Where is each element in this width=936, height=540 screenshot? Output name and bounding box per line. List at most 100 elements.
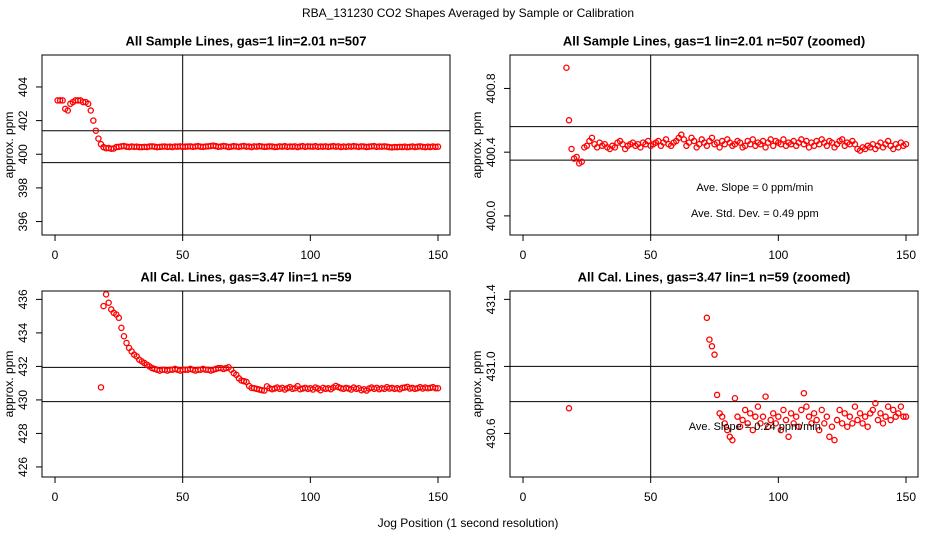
x-tick-label: 100 xyxy=(300,248,320,262)
data-point xyxy=(785,433,792,441)
x-tick-label: 50 xyxy=(176,248,190,262)
data-point xyxy=(662,136,670,143)
data-point xyxy=(823,142,831,150)
data-point xyxy=(854,416,861,424)
data-point xyxy=(823,413,831,420)
x-tick-label: 0 xyxy=(52,248,59,262)
data-point xyxy=(851,403,859,410)
data-point xyxy=(736,139,744,146)
y-tick-label: 432 xyxy=(16,356,30,376)
x-axis-label: Jog Position (1 second resolution) xyxy=(378,516,559,530)
data-point xyxy=(734,413,741,420)
points xyxy=(565,314,910,444)
annotation: Ave. Std. Dev. = 0.49 ppm xyxy=(691,208,819,220)
y-axis-label: approx. ppm xyxy=(470,351,484,418)
data-point xyxy=(874,416,882,424)
data-point xyxy=(800,389,808,397)
data-point xyxy=(637,144,644,151)
data-point xyxy=(895,410,902,417)
panel-title: All Sample Lines, gas=1 lin=2.01 n=507 (… xyxy=(563,33,865,48)
data-point xyxy=(718,413,726,420)
data-point xyxy=(884,137,892,145)
data-point xyxy=(588,134,596,142)
data-point xyxy=(780,406,787,414)
y-tick-label: 431.4 xyxy=(484,284,498,314)
data-point xyxy=(721,420,728,427)
data-point xyxy=(87,107,95,114)
data-point xyxy=(790,420,797,427)
data-point xyxy=(706,336,713,343)
data-point xyxy=(759,413,767,420)
data-point xyxy=(95,135,102,142)
data-point xyxy=(563,64,570,71)
data-point xyxy=(889,406,897,414)
data-point xyxy=(769,410,777,417)
data-point xyxy=(803,403,810,410)
x-tick-label: 150 xyxy=(428,490,448,504)
data-point xyxy=(769,142,777,150)
data-point xyxy=(729,436,736,444)
data-point xyxy=(805,413,813,420)
y-tick-label: 400.8 xyxy=(484,73,498,103)
data-point xyxy=(859,420,866,427)
data-point xyxy=(872,400,879,407)
data-point xyxy=(897,403,905,410)
data-point xyxy=(757,420,764,427)
data-point xyxy=(884,403,892,410)
y-tick-label: 398 xyxy=(16,178,30,198)
data-point xyxy=(749,136,757,143)
data-point xyxy=(787,410,795,417)
data-point xyxy=(900,413,907,420)
annotation: Ave. Slope = 0 ppm/min xyxy=(696,182,813,194)
x-tick-label: 150 xyxy=(896,490,916,504)
x-tick-label: 0 xyxy=(52,490,59,504)
data-point xyxy=(744,420,751,427)
y-tick-label: 400 xyxy=(16,144,30,164)
data-point xyxy=(762,393,769,400)
data-point xyxy=(764,423,772,430)
panel-title: All Cal. Lines, gas=3.47 lin=1 n=59 (zoo… xyxy=(578,269,851,284)
y-tick-label: 434 xyxy=(16,323,30,343)
data-point xyxy=(680,136,688,143)
data-point xyxy=(821,420,828,427)
data-point xyxy=(841,410,848,417)
data-point xyxy=(432,143,439,151)
y-tick-label: 396 xyxy=(16,211,30,231)
data-point xyxy=(565,405,573,412)
data-point xyxy=(120,332,128,340)
data-point xyxy=(747,410,754,417)
data-point xyxy=(815,426,823,434)
data-point xyxy=(882,413,889,420)
data-point xyxy=(84,100,92,108)
data-point xyxy=(818,406,825,414)
y-axis-label: approx. ppm xyxy=(2,112,16,179)
data-point xyxy=(583,142,591,150)
data-point xyxy=(856,410,864,417)
figure-title: RBA_131230 CO2 Shapes Averaged by Sample… xyxy=(302,6,634,20)
data-point xyxy=(810,410,818,417)
points xyxy=(97,291,442,394)
data-point xyxy=(762,144,769,151)
data-point xyxy=(56,97,64,104)
data-point xyxy=(902,413,910,420)
plot-frame xyxy=(41,54,451,236)
y-tick-label: 404 xyxy=(16,77,30,97)
y-tick-label: 430 xyxy=(16,390,30,410)
data-point xyxy=(879,420,887,427)
data-point xyxy=(644,137,652,145)
x-tick-label: 100 xyxy=(768,248,788,262)
x-tick-label: 0 xyxy=(520,490,527,504)
data-point xyxy=(864,423,871,430)
data-point xyxy=(703,314,711,322)
data-point xyxy=(844,423,851,430)
y-tick-label: 400.0 xyxy=(484,201,498,231)
data-point xyxy=(836,406,843,414)
data-point xyxy=(611,144,619,151)
data-point xyxy=(434,384,442,392)
points xyxy=(563,64,910,167)
y-axis-label: approx. ppm xyxy=(470,112,484,179)
data-point xyxy=(64,107,72,114)
data-point xyxy=(851,140,859,148)
data-point xyxy=(708,134,716,142)
